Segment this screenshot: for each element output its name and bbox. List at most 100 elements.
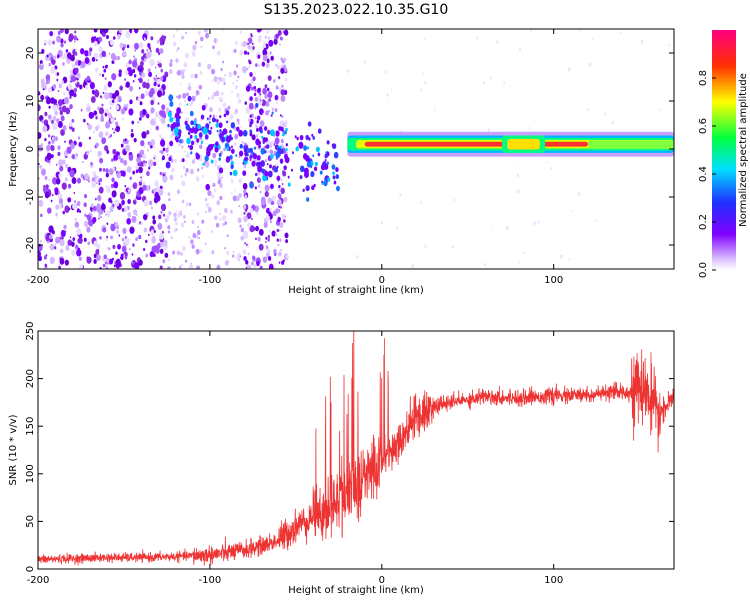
heatmap-dot xyxy=(86,103,90,108)
heatmap-dot xyxy=(232,250,235,254)
heatmap-dot xyxy=(113,55,117,61)
heatmap-dot xyxy=(114,90,120,97)
heatmap-dot xyxy=(98,46,103,53)
heatmap-dot xyxy=(225,110,230,116)
heatmap-x-label: Height of straight line (km) xyxy=(288,285,424,296)
heatmap-dot xyxy=(243,50,248,55)
heatmap-dot xyxy=(259,120,265,127)
heatmap-dot xyxy=(164,252,169,258)
heatmap-dot xyxy=(82,160,84,164)
heatmap-dot xyxy=(58,106,62,111)
heatmap-dot xyxy=(185,123,190,131)
heatmap-dot xyxy=(248,148,252,153)
heatmap-dot xyxy=(185,152,190,159)
heatmap-dot xyxy=(84,84,89,90)
heatmap-dot xyxy=(249,96,253,102)
heatmap-dot xyxy=(264,94,268,99)
heatmap-dot xyxy=(69,89,75,97)
heatmap-dot xyxy=(156,40,160,44)
heatmap-dot xyxy=(150,139,156,146)
heatmap-dot xyxy=(219,195,223,201)
heatmap-dot xyxy=(66,146,72,154)
heatmap-dot xyxy=(530,29,533,32)
heatmap-dot xyxy=(69,169,75,178)
heatmap-dot xyxy=(335,174,340,180)
heatmap-dot xyxy=(104,92,110,100)
heatmap-dot xyxy=(64,259,69,266)
heatmap-dot xyxy=(73,35,78,41)
heatmap-dot xyxy=(111,127,114,131)
heatmap-dot xyxy=(243,256,247,262)
heatmap-dot xyxy=(119,157,124,164)
heatmap-dot xyxy=(115,258,121,267)
heatmap-dot xyxy=(55,212,58,217)
heatmap-dot xyxy=(45,74,51,81)
heatmap-dot xyxy=(307,121,312,127)
heatmap-dot xyxy=(255,225,260,232)
heatmap-dot xyxy=(272,210,277,217)
heatmap-dot xyxy=(109,39,114,46)
heatmap-dot xyxy=(112,167,115,171)
heatmap-dot xyxy=(98,217,100,220)
snr-y-ticks: 0 50 100 150 200 250 xyxy=(25,321,674,572)
heatmap-dot xyxy=(60,229,66,238)
heatmap-dot xyxy=(177,69,182,76)
heatmap-dot xyxy=(66,52,72,59)
heatmap-dot xyxy=(76,38,79,41)
heatmap-dot xyxy=(104,112,108,117)
heatmap-dot xyxy=(259,129,263,134)
heatmap-dot xyxy=(243,211,246,215)
heatmap-dot xyxy=(145,82,150,90)
heatmap-dot xyxy=(155,195,161,202)
heatmap-dot xyxy=(219,182,223,189)
heatmap-dot xyxy=(271,195,277,202)
heatmap-dot xyxy=(113,264,116,268)
heatmap-dot xyxy=(76,200,81,207)
heatmap-y-label: Frequency (Hz) xyxy=(8,111,19,187)
heatmap-dot xyxy=(231,145,233,149)
heatmap-dot xyxy=(253,92,257,97)
heatmap-dot xyxy=(230,164,234,169)
heatmap-dot xyxy=(98,186,104,194)
heatmap-dot xyxy=(103,84,108,91)
heatmap-dot xyxy=(120,143,124,148)
heatmap-dot xyxy=(347,69,350,73)
heatmap-dot xyxy=(176,250,181,256)
heatmap-dot xyxy=(284,67,288,73)
heatmap-dot xyxy=(247,51,250,55)
heatmap-dot xyxy=(204,134,209,140)
heatmap-dot xyxy=(262,140,265,144)
heatmap-dot xyxy=(108,135,111,139)
heatmap-dot xyxy=(102,227,107,233)
heatmap-dot xyxy=(232,82,235,85)
heatmap-dot xyxy=(224,246,226,250)
heatmap-dot xyxy=(170,236,173,240)
heatmap-dot xyxy=(83,153,89,160)
heatmap-dot xyxy=(93,259,97,264)
heatmap-dot xyxy=(299,134,304,141)
heatmap-dot xyxy=(221,91,224,96)
heatmap-dot xyxy=(75,48,78,52)
heatmap-dot xyxy=(57,99,63,107)
heatmap-dot xyxy=(133,55,135,58)
heatmap-dot xyxy=(280,67,285,74)
heatmap-dot xyxy=(283,119,288,126)
heatmap-dot xyxy=(142,153,147,160)
heatmap-dot xyxy=(265,245,269,250)
heatmap-dot xyxy=(230,160,234,166)
heatmap-dot xyxy=(310,171,315,178)
heatmap-dot xyxy=(76,210,79,213)
heatmap-dot xyxy=(175,48,179,53)
heatmap-dot xyxy=(124,78,127,81)
heatmap-dot xyxy=(129,226,135,234)
heatmap-dot xyxy=(154,245,158,250)
heatmap-dot xyxy=(232,195,237,202)
heatmap-dot xyxy=(266,162,269,166)
heatmap-dot xyxy=(305,134,309,141)
heatmap-dot xyxy=(251,134,256,141)
heatmap-dot xyxy=(130,132,135,138)
heatmap-dot xyxy=(153,187,157,193)
heatmap-dot xyxy=(580,182,583,185)
heatmap-dot xyxy=(154,111,160,118)
heatmap-dot xyxy=(251,86,254,91)
